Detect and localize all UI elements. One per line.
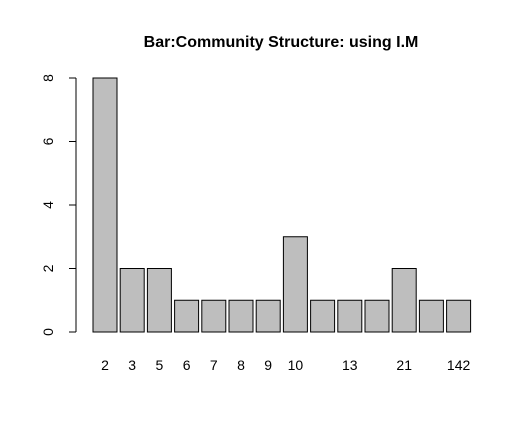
x-tick-label: 10: [288, 357, 304, 373]
x-tick-label: 3: [128, 357, 136, 373]
y-axis: 0 2 4 6 8: [40, 74, 77, 336]
y-tick-label: 4: [40, 201, 56, 209]
bars: [92, 77, 472, 333]
x-tick-label: 7: [210, 357, 218, 373]
bar-9: [255, 299, 281, 333]
y-tick-label: 6: [40, 137, 56, 145]
bar-12: [310, 299, 336, 333]
bar-3: [119, 268, 145, 333]
chart-title: Bar:Community Structure: using I.M: [144, 34, 419, 51]
bar-15: [364, 299, 390, 333]
x-tick-label: 142: [447, 357, 471, 373]
y-tick-label: 2: [40, 264, 56, 272]
x-axis-labels: 2 3 5 6 7 8 9 10 13 21 142: [101, 357, 470, 373]
bar-2: [92, 77, 118, 333]
x-tick-label: 2: [101, 357, 109, 373]
bar-22: [418, 299, 444, 333]
x-tick-label: 5: [156, 357, 164, 373]
bar-10: [282, 236, 308, 333]
bar-7: [201, 299, 227, 333]
bar-5: [146, 268, 172, 333]
bar-13: [337, 299, 363, 333]
y-tick-label: 8: [40, 74, 56, 82]
x-tick-label: 21: [396, 357, 412, 373]
bar-8: [228, 299, 254, 333]
x-tick-label: 9: [264, 357, 272, 373]
bar-6: [174, 299, 200, 333]
x-tick-label: 6: [183, 357, 191, 373]
bar-142: [446, 299, 472, 333]
bar-21: [391, 268, 417, 333]
x-tick-label: 8: [237, 357, 245, 373]
x-tick-label: 13: [342, 357, 358, 373]
y-tick-label: 0: [40, 328, 56, 336]
